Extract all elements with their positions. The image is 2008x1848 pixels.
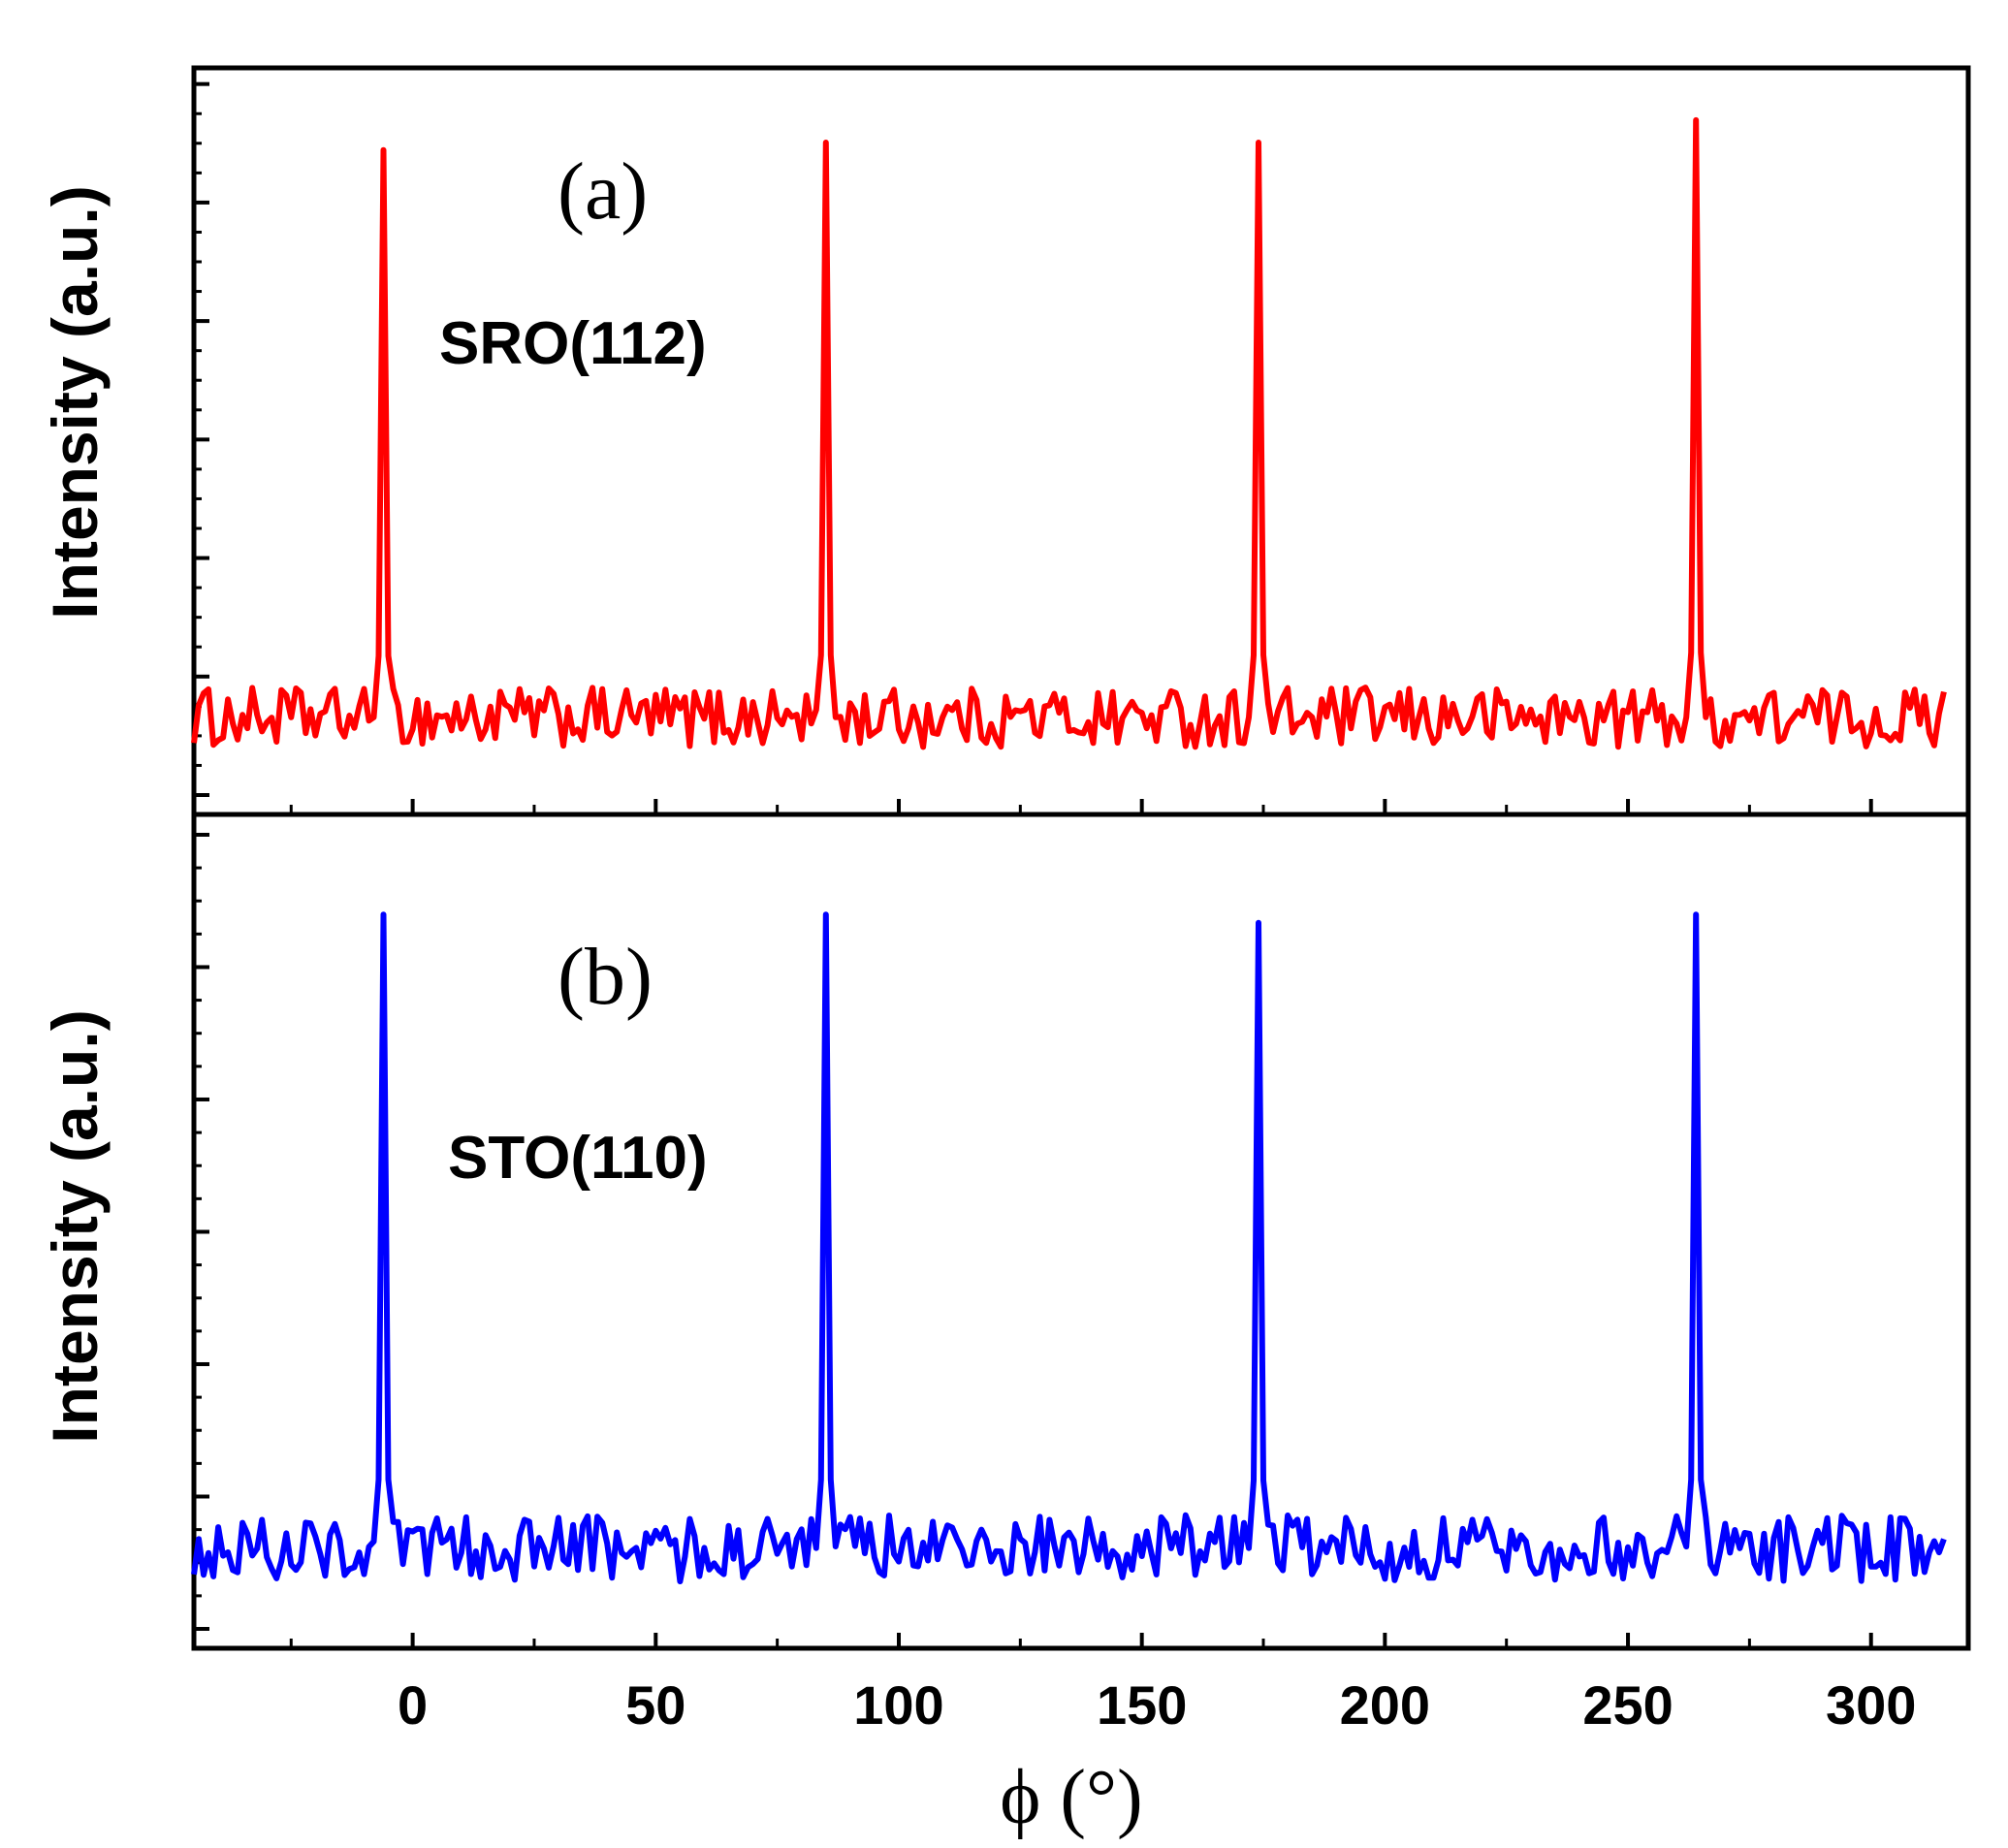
x-tick-label: 200 bbox=[1340, 1674, 1430, 1736]
x-tick-label: 0 bbox=[398, 1674, 428, 1736]
panel-a: (a) SRO(112) Intensity (a.u.) bbox=[39, 65, 1971, 817]
panel-b-series-sto bbox=[191, 911, 1947, 1584]
x-tick-labels: 0 50 100 150 200 250 300 bbox=[398, 1674, 1916, 1736]
x-tick-label: 300 bbox=[1826, 1674, 1916, 1736]
panel-b-ticks bbox=[289, 1633, 1873, 1648]
x-tick-label: 50 bbox=[625, 1674, 685, 1736]
panel-b: (b) STO(110) Intensity (a.u.) bbox=[39, 812, 1971, 1651]
panel-b-y-ticks bbox=[194, 832, 209, 1631]
panel-a-ylabel: Intensity (a.u.) bbox=[39, 185, 111, 619]
x-axis-label: ϕ (°) bbox=[1000, 1755, 1142, 1840]
x-tick-label: 250 bbox=[1582, 1674, 1673, 1736]
panel-b-tag: (b) bbox=[558, 932, 653, 1022]
x-tick-label: 100 bbox=[853, 1674, 943, 1736]
panel-b-ylabel: Intensity (a.u.) bbox=[39, 1009, 111, 1443]
panel-a-annotation: SRO(112) bbox=[439, 310, 707, 377]
panel-b-annotation: STO(110) bbox=[448, 1125, 708, 1192]
panel-a-series-sro bbox=[191, 116, 1947, 750]
panel-a-tag: (a) bbox=[558, 146, 648, 237]
panel-b-frame bbox=[191, 812, 1971, 1651]
x-tick-label: 150 bbox=[1097, 1674, 1187, 1736]
